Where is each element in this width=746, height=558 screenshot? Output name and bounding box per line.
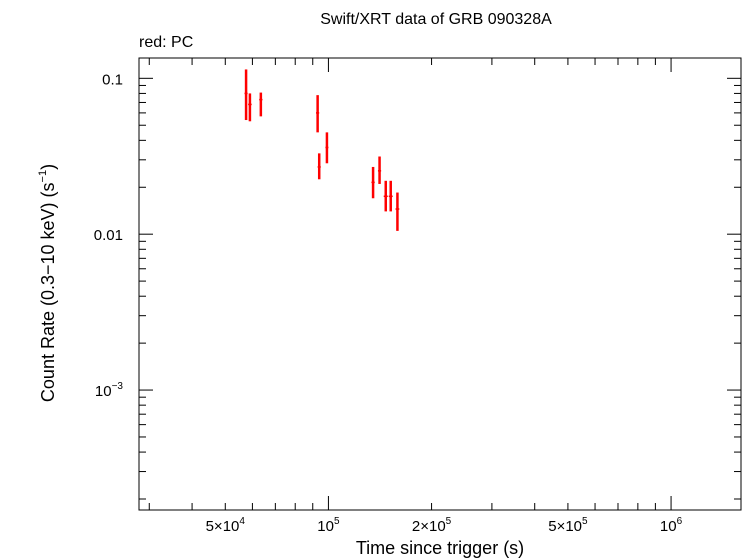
data-point — [244, 69, 248, 121]
x-tick-label: 5×105 — [548, 516, 588, 535]
data-point — [371, 166, 375, 199]
plot-axes — [138, 57, 742, 511]
data-point — [388, 180, 393, 212]
y-axis-label-sup: −1 — [37, 170, 49, 183]
x-tick-label: 2×105 — [412, 516, 452, 535]
data-point — [248, 93, 252, 122]
y-tick-label: 0.1 — [102, 71, 123, 88]
x-axis-label: Time since trigger (s) — [356, 538, 524, 558]
tick-labels: 5×104 105 2×105 5×105 106 0.1 0.01 10−3 — [94, 71, 683, 535]
chart-title: Swift/XRT data of GRB 090328A — [320, 11, 552, 28]
data-point — [325, 132, 329, 164]
data-points — [244, 69, 400, 231]
data-point — [316, 95, 320, 133]
y-tick-label: 10−3 — [95, 381, 124, 400]
data-point — [377, 156, 382, 184]
y-axis-label-main: Count Rate (0.3−10 keV) (s — [38, 182, 58, 402]
x-tick-label: 105 — [317, 516, 340, 535]
y-axis-label-end: ) — [38, 164, 58, 170]
plot-frame — [138, 57, 742, 511]
data-point — [395, 192, 400, 231]
x-tick-label: 106 — [660, 516, 683, 535]
y-axis-label: Count Rate (0.3−10 keV) (s−1) — [37, 164, 58, 402]
data-point — [317, 153, 321, 180]
y-tick-label: 0.01 — [94, 227, 123, 244]
data-point — [383, 180, 388, 212]
axis-ticks — [139, 58, 741, 510]
x-tick-label: 5×104 — [206, 516, 246, 535]
data-point — [259, 92, 263, 117]
chart-subtitle: red: PC — [139, 34, 193, 51]
